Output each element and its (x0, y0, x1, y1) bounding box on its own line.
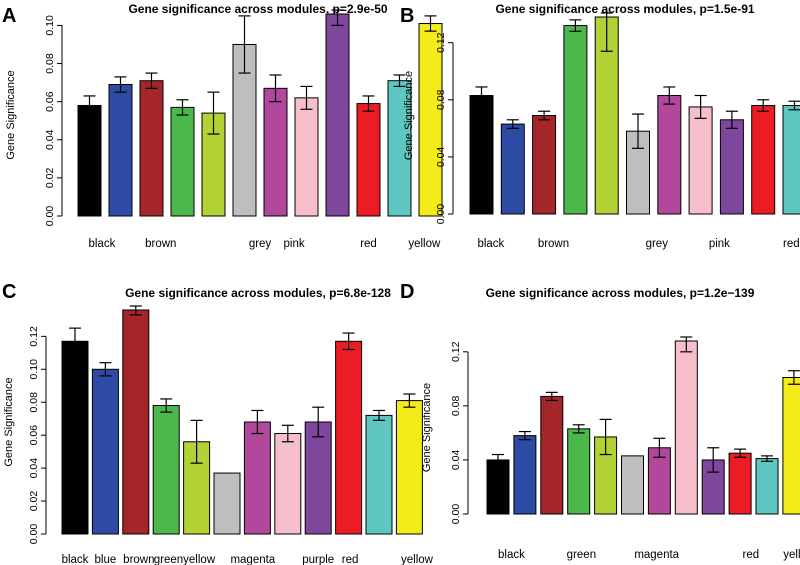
bar-brown (122, 309, 150, 535)
y-tick-label: 0.00 (28, 524, 40, 545)
x-tick-label: grey (646, 238, 669, 250)
bar-purple (719, 119, 744, 215)
bar-turquoise (365, 414, 393, 535)
bar-pink (294, 97, 319, 217)
bar-brown (532, 115, 557, 215)
x-tick-label: magenta (634, 549, 679, 561)
bar-purple (325, 13, 350, 217)
x-tick-label: black (477, 238, 504, 250)
bar-grey (621, 455, 644, 515)
y-tick-label: 0.06 (28, 425, 40, 446)
bar-yellow (395, 400, 423, 535)
bar-red (335, 340, 363, 535)
y-tick-label: 0.02 (28, 491, 40, 512)
x-tick-label: blue (95, 554, 117, 565)
x-tick-label: magenta (230, 554, 275, 565)
bar-red (728, 452, 752, 515)
y-tick-label: 0.08 (450, 395, 462, 416)
bar-green (567, 428, 591, 515)
x-tick-label: black (62, 554, 89, 565)
bar-green (152, 405, 180, 535)
x-tick-label: black (498, 549, 525, 561)
bar-green (170, 106, 195, 217)
bar-red (356, 103, 381, 217)
bar-black (469, 95, 494, 215)
bar-pink (688, 106, 713, 215)
x-tick-label: black (88, 238, 115, 250)
x-tick-label: red (743, 549, 760, 561)
x-tick-label: grey (249, 238, 272, 250)
chart-title: Gene significance across modules, p=1.5e… (495, 2, 754, 16)
bar-blue (513, 435, 537, 515)
panel-d: D Gene significance across modules, p=1.2… (400, 281, 800, 561)
y-tick-label: 0.04 (28, 458, 40, 479)
bar-green (563, 25, 588, 215)
y-axis-label: Gene Significance (403, 71, 415, 160)
panel-letter: C (2, 281, 16, 303)
y-tick-label: 0.08 (435, 89, 447, 110)
x-tick-label: red (783, 238, 800, 250)
panel-b: B Gene significance across modules, p=1.5… (400, 2, 800, 250)
panel-letter: A (2, 5, 16, 27)
x-tick-label: red (342, 554, 359, 565)
bar-magenta (657, 95, 682, 215)
bar-magenta (263, 87, 288, 217)
bar-blue (500, 123, 525, 215)
bar-yellow (782, 376, 800, 515)
y-axis-label: Gene Significance (5, 70, 17, 159)
y-tick-label: 0.00 (450, 504, 462, 525)
y-tick-label: 0.08 (28, 392, 40, 413)
bar-brown (540, 395, 564, 515)
x-tick-label: yellow (408, 238, 441, 250)
bar-purple (304, 421, 332, 535)
panel-c: C Gene significance across modules, p=6.8… (2, 281, 434, 565)
y-tick-label: 0.00 (435, 204, 447, 225)
x-tick-label: brown (145, 238, 176, 250)
bar-magenta (243, 421, 271, 535)
bar-grey (213, 472, 241, 535)
x-tick-label: brown (123, 554, 154, 565)
x-tick-label: pink (709, 238, 730, 250)
x-tick-label: greenyellow (154, 554, 216, 565)
y-tick-label: 0.10 (44, 15, 56, 36)
y-tick-label: 0.10 (28, 359, 40, 380)
x-tick-label: brown (538, 238, 569, 250)
y-tick-label: 0.12 (28, 326, 40, 347)
bar-black (486, 459, 510, 515)
x-tick-label: red (360, 238, 377, 250)
chart-title: Gene significance across modules, p=6.8e… (125, 286, 391, 300)
bar-black (61, 340, 89, 535)
bar-pink (674, 340, 698, 515)
y-tick-label: 0.08 (44, 53, 56, 74)
panel-letter: D (400, 281, 414, 303)
y-tick-label: 0.06 (44, 91, 56, 112)
y-tick-label: 0.04 (435, 147, 447, 168)
bar-black (77, 104, 102, 217)
y-tick-label: 0.04 (44, 129, 56, 150)
y-tick-label: 0.04 (450, 450, 462, 471)
bar-red (751, 105, 776, 215)
x-tick-label: yellow (401, 554, 434, 565)
panel-letter: B (400, 5, 414, 27)
bar-blue (108, 84, 133, 217)
y-tick-label: 0.12 (450, 341, 462, 362)
chart-title: Gene significance across modules, p=1.2e… (486, 286, 755, 300)
bar-turquoise (782, 105, 800, 215)
x-tick-label: purple (302, 554, 334, 565)
y-axis-label: Gene Significance (3, 377, 15, 466)
bar-brown (139, 80, 164, 217)
x-tick-label: yellow (783, 549, 800, 561)
bar-blue (91, 368, 119, 535)
y-tick-label: 0.00 (44, 206, 56, 227)
y-tick-label: 0.12 (435, 32, 447, 53)
chart-title: Gene significance across modules, p=2.9e… (128, 2, 387, 16)
bar-turquoise (755, 458, 779, 515)
y-axis-label: Gene Significance (421, 383, 433, 472)
panel-a: A Gene significance across modules, p=2.9… (2, 2, 443, 250)
x-tick-label: pink (284, 238, 305, 250)
y-tick-label: 0.02 (44, 168, 56, 189)
x-tick-label: green (567, 549, 596, 561)
bar-pink (274, 433, 302, 535)
